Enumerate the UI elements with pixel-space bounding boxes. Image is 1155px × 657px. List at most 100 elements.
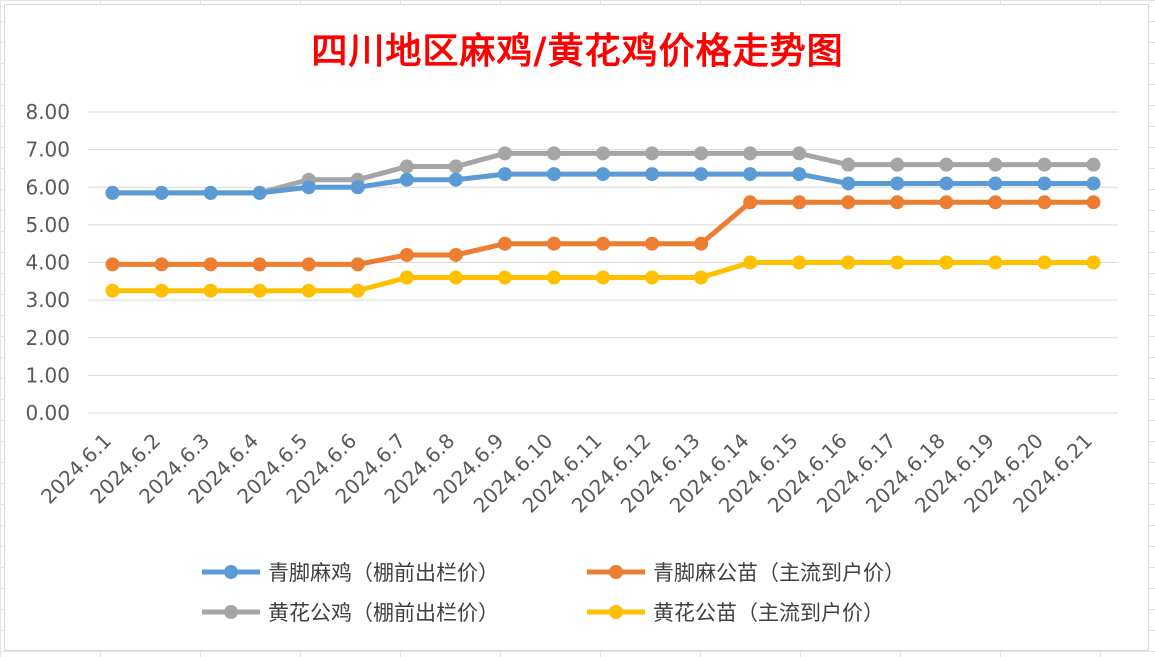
data-point <box>988 195 1003 210</box>
data-point <box>448 247 463 262</box>
data-point <box>301 257 316 272</box>
data-point <box>1086 195 1101 210</box>
data-point <box>105 257 120 272</box>
data-point <box>743 146 758 161</box>
data-point <box>1037 255 1052 270</box>
data-point <box>841 255 856 270</box>
data-point <box>841 157 856 172</box>
data-point <box>596 146 610 161</box>
y-tick-label: 7.00 <box>25 138 70 162</box>
data-point <box>252 257 267 272</box>
data-point <box>497 167 512 182</box>
data-point <box>448 159 463 174</box>
data-point <box>792 146 807 161</box>
series-line <box>110 199 1096 267</box>
data-point <box>399 159 414 174</box>
legend-label: 青脚麻公苗（主流到户价） <box>653 561 905 585</box>
data-point <box>105 283 120 298</box>
data-point <box>988 176 1003 191</box>
data-point <box>350 283 365 298</box>
data-point <box>497 146 512 161</box>
data-point <box>694 167 709 182</box>
data-point <box>399 247 414 262</box>
data-point <box>1037 195 1052 210</box>
data-point <box>645 167 660 182</box>
data-point <box>1086 157 1101 172</box>
data-point <box>792 167 807 182</box>
data-point <box>988 157 1003 172</box>
data-point <box>890 157 905 172</box>
data-point <box>252 185 267 200</box>
data-point <box>939 176 954 191</box>
data-point <box>448 270 463 285</box>
y-tick-label: 5.00 <box>25 213 70 237</box>
data-point <box>203 283 218 298</box>
legend-item[interactable]: 青脚麻鸡（棚前出栏价） <box>200 556 585 588</box>
legend-label: 黄花公鸡（棚前出栏价） <box>268 601 499 625</box>
data-point <box>350 257 365 272</box>
legend-swatch-icon <box>202 605 260 619</box>
legend-label: 青脚麻鸡（棚前出栏价） <box>268 561 499 585</box>
legend-swatch-icon <box>202 565 260 579</box>
legend-item[interactable]: 黄花公鸡（棚前出栏价） <box>200 596 585 628</box>
data-point <box>743 167 758 182</box>
data-point <box>596 270 610 285</box>
chart-title: 四川地区麻鸡/黄花鸡价格走势图 <box>311 30 844 72</box>
data-point <box>841 195 856 210</box>
data-point <box>645 236 660 251</box>
y-tick-label: 6.00 <box>25 175 70 199</box>
data-point <box>694 236 709 251</box>
legend-swatch-icon <box>587 565 645 579</box>
data-point <box>694 146 709 161</box>
data-point <box>448 172 463 187</box>
data-point <box>645 146 660 161</box>
data-point <box>890 195 905 210</box>
data-point <box>743 195 758 210</box>
data-point <box>154 257 169 272</box>
data-point <box>988 255 1003 270</box>
data-point <box>105 185 120 200</box>
data-point <box>203 185 218 200</box>
data-point <box>301 283 316 298</box>
data-point <box>1086 176 1101 191</box>
data-point <box>645 270 660 285</box>
data-point <box>497 236 512 251</box>
data-point <box>792 195 807 210</box>
data-point <box>154 283 169 298</box>
data-point <box>596 167 610 182</box>
data-point <box>939 255 954 270</box>
data-point <box>252 283 267 298</box>
data-point <box>399 172 414 187</box>
data-point <box>890 255 905 270</box>
y-tick-label: 3.00 <box>25 288 70 312</box>
data-point <box>546 167 561 182</box>
y-tick-label: 1.00 <box>25 363 70 387</box>
legend: 青脚麻鸡（棚前出栏价） 青脚麻公苗（主流到户价） 黄花公鸡（棚前出栏价） 黄花公… <box>200 556 1000 628</box>
data-point <box>596 236 610 251</box>
data-point <box>1037 157 1052 172</box>
legend-item[interactable]: 青脚麻公苗（主流到户价） <box>585 556 985 588</box>
data-point <box>301 180 316 195</box>
data-point <box>546 146 561 161</box>
data-point <box>792 255 807 270</box>
data-point <box>1037 176 1052 191</box>
data-point <box>497 270 512 285</box>
legend-swatch-icon <box>587 605 645 619</box>
data-point <box>546 270 561 285</box>
data-point <box>890 176 905 191</box>
data-point <box>939 195 954 210</box>
y-tick-label: 0.00 <box>25 401 70 425</box>
y-tick-label: 4.00 <box>25 251 70 275</box>
data-point <box>743 255 758 270</box>
data-point <box>399 270 414 285</box>
data-point <box>939 157 954 172</box>
data-point <box>694 270 709 285</box>
legend-label: 黄花公苗（主流到户价） <box>653 601 884 625</box>
data-point <box>841 176 856 191</box>
y-tick-label: 2.00 <box>25 326 70 350</box>
y-tick-label: 8.00 <box>25 100 70 124</box>
legend-item[interactable]: 黄花公苗（主流到户价） <box>585 596 985 628</box>
data-point <box>350 180 365 195</box>
data-point <box>203 257 218 272</box>
